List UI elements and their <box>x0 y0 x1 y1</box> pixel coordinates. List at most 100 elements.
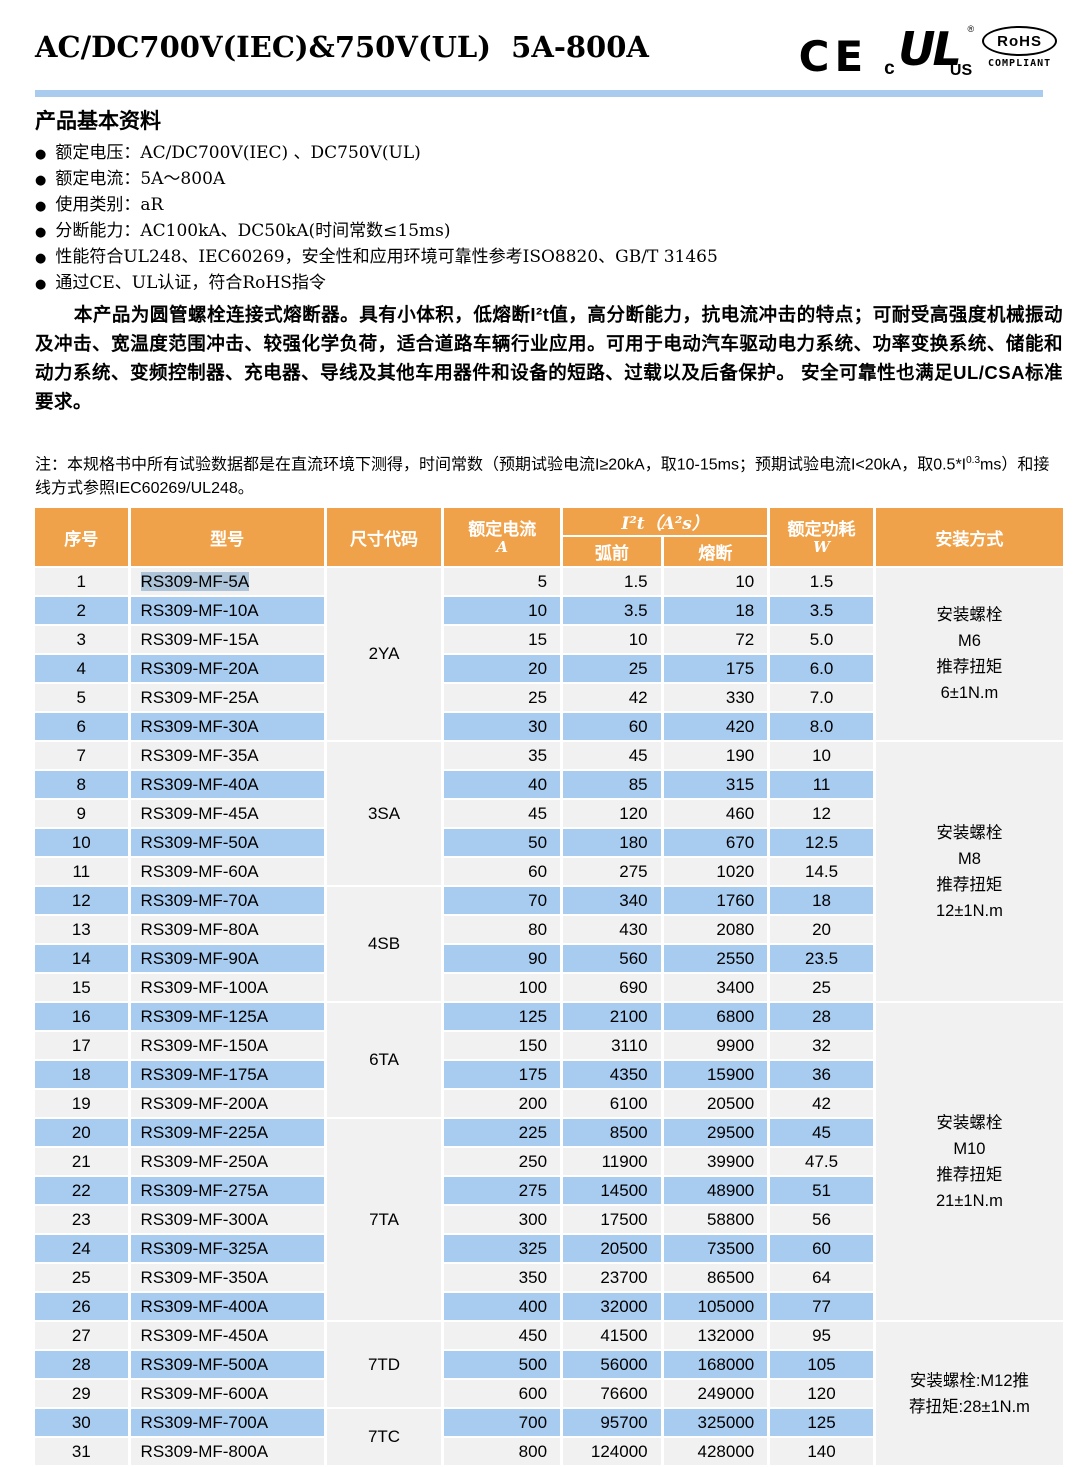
model-text: RS309-MF-45A <box>140 803 259 823</box>
model-text: RS309-MF-90A <box>140 948 259 968</box>
model-cell: RS309-MF-450A <box>130 1322 324 1350</box>
rated-power-cell: 42 <box>770 1090 873 1118</box>
rated-current-label: 额定电流 <box>468 519 537 539</box>
bullet-icon: ● <box>35 277 47 292</box>
melt-i2t-cell: 6800 <box>663 1003 768 1031</box>
note-text-post: ms）和接线方式参照IEC60269/UL248。 <box>35 456 1050 498</box>
rated-current-cell: 100 <box>444 974 561 1002</box>
table-row: 26 RS309-MF-400A 400 32000 105000 77 <box>35 1293 1063 1321</box>
row-no-cell: 28 <box>35 1351 128 1379</box>
rated-current-cell: 30 <box>444 713 561 741</box>
prearc-i2t-cell: 6100 <box>563 1090 661 1118</box>
melt-i2t-cell: 325000 <box>663 1409 768 1437</box>
model-text: RS309-MF-800A <box>140 1441 269 1461</box>
model-cell: RS309-MF-30A <box>130 713 324 741</box>
prearc-i2t-cell: 11900 <box>563 1148 661 1176</box>
rated-power-cell: 11 <box>770 771 873 799</box>
rated-current-cell: 175 <box>444 1061 561 1089</box>
rated-power-unit: W <box>813 537 830 556</box>
rated-current-cell: 200 <box>444 1090 561 1118</box>
mounting-text-line: 推荐扭矩 <box>936 875 1003 894</box>
rated-power-cell: 45 <box>770 1119 873 1147</box>
list-item: ● 性能符合UL248、IEC60269，安全性和应用环境可靠性参考ISO8820… <box>35 245 1063 271</box>
prearc-i2t-cell: 1.5 <box>563 568 661 596</box>
table-row: 23 RS309-MF-300A 300 17500 58800 56 <box>35 1206 1063 1234</box>
melt-i2t-cell: 39900 <box>663 1148 768 1176</box>
model-text: RS309-MF-200A <box>140 1093 269 1113</box>
melt-i2t-cell: 190 <box>663 742 768 770</box>
mounting-text-line: 荐扭矩:28±1N.m <box>908 1397 1030 1416</box>
bullet-text: 分断能力：AC100kA、DC50kA(时间常数≤15ms) <box>55 221 451 241</box>
mounting-text-line: 安装螺栓 <box>936 606 1003 625</box>
model-text: RS309-MF-225A <box>140 1122 269 1142</box>
table-row: 20 RS309-MF-225A 7TA 225 8500 29500 45 <box>35 1119 1063 1321</box>
rated-current-cell: 325 <box>444 1235 561 1263</box>
model-text: RS309-MF-300A <box>140 1209 269 1229</box>
list-item: ● 额定电压：AC/DC700V(IEC) 、DC750V(UL) <box>35 141 1063 167</box>
mounting-text-line: M10 <box>953 1139 986 1158</box>
model-cell: RS309-MF-80A <box>130 916 324 944</box>
melt-i2t-cell: 428000 <box>663 1438 768 1466</box>
prearc-i2t-cell: 4350 <box>563 1061 661 1089</box>
col-header-rated-current: 额定电流 A <box>444 508 561 567</box>
prearc-i2t-cell: 14500 <box>563 1177 661 1205</box>
rated-power-cell: 23.5 <box>770 945 873 973</box>
model-cell: RS309-MF-500A <box>130 1351 324 1379</box>
mounting-text-line: 21±1N.m <box>936 1191 1003 1210</box>
row-no-cell: 15 <box>35 974 128 1002</box>
prearc-i2t-cell: 17500 <box>563 1206 661 1234</box>
prearc-i2t-cell: 23700 <box>563 1264 661 1292</box>
mounting-text-line: 安装螺栓:M12推 <box>909 1371 1030 1390</box>
prearc-i2t-cell: 3110 <box>563 1032 661 1060</box>
rated-current-cell: 150 <box>444 1032 561 1060</box>
row-no-cell: 18 <box>35 1061 128 1089</box>
rated-current-cell: 10 <box>444 597 561 625</box>
spec-table-header: 序号 型号 尺寸代码 额定电流 A I²t（A²s） 额定功耗 W 安装方式 弧… <box>35 508 1063 567</box>
model-cell: RS309-MF-100A <box>130 974 324 1002</box>
model-text: RS309-MF-50A <box>140 832 259 852</box>
melt-i2t-cell: 3400 <box>663 974 768 1002</box>
row-no-cell: 31 <box>35 1438 128 1466</box>
melt-i2t-cell: 29500 <box>663 1119 768 1147</box>
col-header-size-code: 尺寸代码 <box>326 508 442 567</box>
page-header: AC/DC700V(IEC)&750V(UL) 5A-800A CE c UL … <box>35 22 1063 84</box>
rohs-compliant-label: COMPLIANT <box>987 58 1052 69</box>
prearc-i2t-cell: 340 <box>563 887 661 915</box>
melt-i2t-cell: 15900 <box>663 1061 768 1089</box>
melt-i2t-cell: 1020 <box>663 858 768 886</box>
melt-i2t-cell: 73500 <box>663 1235 768 1263</box>
size-code-cell: 4SB <box>326 887 442 1002</box>
mounting-text-line: 安装螺栓 <box>936 1113 1003 1132</box>
model-cell: RS309-MF-20A <box>130 655 324 683</box>
bullet-icon: ● <box>35 225 47 240</box>
mounting-cell: 安装螺栓 M8 推荐扭矩 12±1N.m <box>875 742 1063 1002</box>
table-row: 22 RS309-MF-275A 275 14500 48900 51 <box>35 1177 1063 1205</box>
note-text-pre: 注：本规格书中所有试验数据都是在直流环境下测得，时间常数（预期试验电流I≥20k… <box>35 456 967 474</box>
model-text: RS309-MF-30A <box>140 716 259 736</box>
table-row: 14 RS309-MF-90A 90 560 2550 23.5 <box>35 945 1063 973</box>
model-text: RS309-MF-250A <box>140 1151 269 1171</box>
row-no-cell: 2 <box>35 597 128 625</box>
ul-logo-letters: UL <box>898 22 962 76</box>
prearc-i2t-cell: 60 <box>563 713 661 741</box>
model-text: RS309-MF-400A <box>140 1296 269 1316</box>
table-row: 25 RS309-MF-350A 350 23700 86500 64 <box>35 1264 1063 1292</box>
melt-i2t-cell: 18 <box>663 597 768 625</box>
col-header-prearc: 弧前 <box>563 537 661 567</box>
rated-current-cell: 800 <box>444 1438 561 1466</box>
model-cell: RS309-MF-5A <box>130 568 324 596</box>
row-no-cell: 25 <box>35 1264 128 1292</box>
rated-current-cell: 40 <box>444 771 561 799</box>
prearc-i2t-cell: 120 <box>563 800 661 828</box>
table-row: 13 RS309-MF-80A 80 430 2080 20 <box>35 916 1063 944</box>
mounting-cell: 安装螺栓 M6 推荐扭矩 6±1N.m <box>875 568 1063 741</box>
rated-power-cell: 28 <box>770 1003 873 1031</box>
table-row: 29 RS309-MF-600A 600 76600 249000 120 <box>35 1380 1063 1408</box>
model-text: RS309-MF-450A <box>140 1325 269 1345</box>
mounting-text-line: 推荐扭矩 <box>936 1165 1003 1184</box>
table-row: 8 RS309-MF-40A 40 85 315 11 <box>35 771 1063 799</box>
rated-power-cell: 25 <box>770 974 873 1002</box>
rated-power-cell: 95 <box>770 1322 873 1350</box>
model-text: RS309-MF-150A <box>140 1035 269 1055</box>
model-cell: RS309-MF-175A <box>130 1061 324 1089</box>
